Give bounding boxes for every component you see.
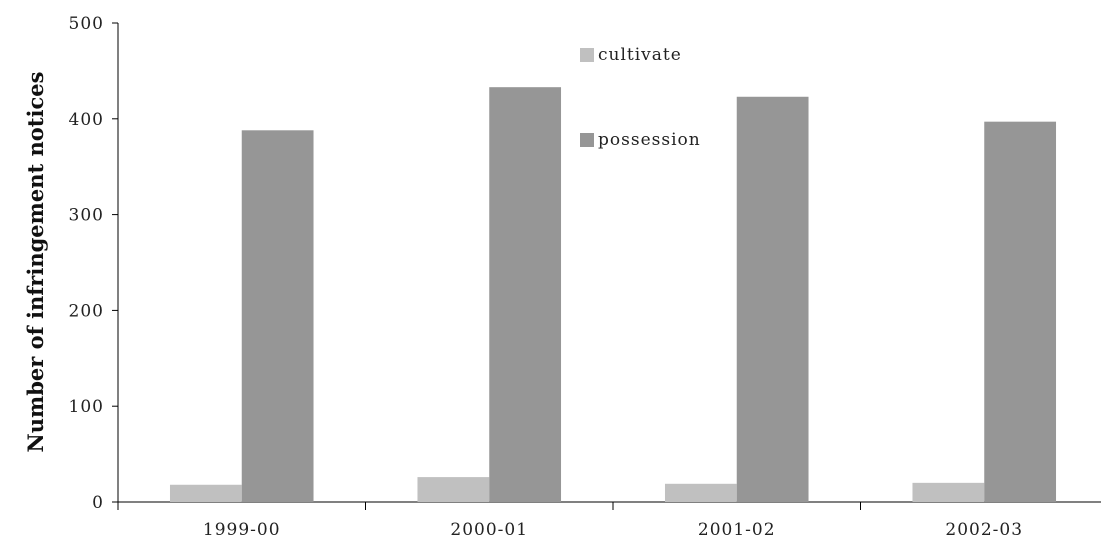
bar-possession [984, 121, 1057, 502]
bar-possession [489, 87, 562, 502]
x-axis: 1999-00 2000-01 2001-02 2002-03 [117, 501, 1101, 540]
bar-cultivate [169, 484, 242, 502]
bar-cultivate [417, 477, 490, 502]
y-tick-label: 400 [69, 110, 104, 130]
x-tick-label: 2000-01 [450, 520, 528, 540]
legend-swatch-cultivate [580, 48, 594, 62]
y-tick-label: 200 [69, 301, 104, 321]
y-tick-label: 500 [69, 14, 104, 34]
bar-possession [736, 96, 809, 503]
x-tick-label: 1999-00 [203, 520, 281, 540]
legend-label-possession: possession [598, 130, 701, 150]
bar-cultivate [912, 482, 985, 502]
y-tick-label: 100 [69, 397, 104, 417]
y-axis: 0 100 200 300 400 500 [69, 14, 119, 513]
bar-cultivate [664, 483, 737, 502]
y-tick-label: 300 [69, 206, 104, 226]
y-tick-label: 0 [92, 493, 104, 513]
x-tick-label: 2001-02 [698, 520, 776, 540]
legend-swatch-possession [580, 133, 594, 147]
y-axis-title: Number of infringement notices [23, 72, 48, 453]
legend-label-cultivate: cultivate [598, 45, 682, 65]
x-tick-label: 2002-03 [945, 520, 1023, 540]
bars [169, 87, 1057, 503]
bar-possession [241, 130, 314, 502]
legend: cultivate possession [580, 45, 701, 150]
